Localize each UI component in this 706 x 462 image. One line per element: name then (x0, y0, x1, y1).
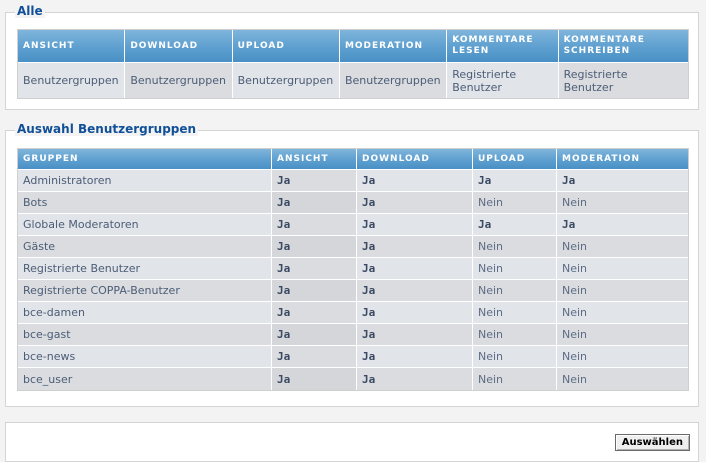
select-button[interactable]: Auswählen (614, 434, 690, 451)
permission-moderation: Nein (557, 236, 688, 258)
all-column-header: UPLOAD (232, 30, 340, 63)
all-column-header: KOMMENTARE LESEN (447, 30, 559, 63)
permission-moderation: Nein (557, 258, 688, 280)
all-column-header: ANSICHT (18, 30, 126, 63)
all-column-header: KOMMENTARE SCHREIBEN (558, 30, 688, 63)
groups-panel-legend: Auswahl Benutzergruppen (15, 122, 199, 136)
group-name: Registrierte COPPA-Benutzer (18, 280, 272, 302)
permission-upload: Nein (473, 346, 557, 368)
permission-upload: Nein (473, 368, 557, 390)
permission-download: Ja (357, 214, 473, 236)
permission-ansicht: Ja (272, 324, 357, 346)
permission-moderation: Ja (557, 170, 688, 192)
group-row: bce-news Ja Ja Nein Nein (18, 346, 688, 368)
permission-ansicht: Ja (272, 214, 357, 236)
permission-upload: Nein (473, 280, 557, 302)
all-header-row: ANSICHT DOWNLOAD UPLOAD MODERATION KOMMENTAR… (18, 30, 688, 63)
permission-download: Ja (357, 258, 473, 280)
permission-download: Ja (357, 280, 473, 302)
all-values-row: Benutzergruppen Benutzergruppen Benutzergr… (18, 63, 688, 98)
all-panel-legend: Alle (15, 4, 45, 18)
permission-ansicht: Ja (272, 302, 357, 324)
group-name: bce_user (18, 368, 272, 390)
all-permission-value: Benutzergruppen (18, 63, 126, 98)
all-permission-value: Registrierte Benutzer (447, 63, 559, 98)
all-permission-value: Registrierte Benutzer (558, 63, 688, 98)
group-name: Registrierte Benutzer (18, 258, 272, 280)
permission-moderation: Ja (557, 214, 688, 236)
groups-table-body: Administratoren Ja Ja Ja Ja Bots Ja Ja Nein Nein G… (18, 170, 688, 390)
permission-moderation: Nein (557, 302, 688, 324)
permission-download: Ja (357, 170, 473, 192)
action-panel (5, 422, 699, 462)
group-row: bce-damen Ja Ja Nein Nein (18, 302, 688, 324)
group-name: bce-damen (18, 302, 272, 324)
group-name: Globale Moderatoren (18, 214, 272, 236)
permission-download: Ja (357, 192, 473, 214)
all-column-header: DOWNLOAD (125, 30, 233, 63)
permission-download: Ja (357, 302, 473, 324)
all-permission-value: Benutzergruppen (339, 63, 448, 98)
permission-upload: Nein (473, 302, 557, 324)
permission-ansicht: Ja (272, 170, 357, 192)
groups-column-header: DOWNLOAD (357, 149, 473, 170)
group-row: Registrierte COPPA-Benutzer Ja Ja Nein Nein (18, 280, 688, 302)
group-name: Administratoren (18, 170, 272, 192)
all-column-header: MODERATION (339, 30, 448, 63)
permission-moderation: Nein (557, 368, 688, 390)
group-row: Globale Moderatoren Ja Ja Ja Ja (18, 214, 688, 236)
groups-header-row: GRUPPEN ANSICHT DOWNLOAD UPLOAD MODERATION (18, 149, 688, 170)
permission-moderation: Nein (557, 324, 688, 346)
permission-upload: Nein (473, 236, 557, 258)
group-row: bce_user Ja Ja Nein Nein (18, 368, 688, 390)
permission-upload: Nein (473, 258, 557, 280)
all-permission-value: Benutzergruppen (232, 63, 340, 98)
group-row: Gäste Ja Ja Nein Nein (18, 236, 688, 258)
permission-upload: Nein (473, 324, 557, 346)
all-permissions-panel: Alle ANSICHT DOWNLOAD UPLOAD MODERATION KOMM… (5, 4, 699, 110)
permission-moderation: Nein (557, 192, 688, 214)
permission-download: Ja (357, 236, 473, 258)
groups-column-header: UPLOAD (473, 149, 557, 170)
permission-ansicht: Ja (272, 258, 357, 280)
all-permission-value: Benutzergruppen (125, 63, 233, 98)
group-name: bce-gast (18, 324, 272, 346)
group-row: Bots Ja Ja Nein Nein (18, 192, 688, 214)
permission-ansicht: Ja (272, 236, 357, 258)
group-row: Administratoren Ja Ja Ja Ja (18, 170, 688, 192)
groups-column-header: GRUPPEN (18, 149, 272, 170)
group-row: bce-gast Ja Ja Nein Nein (18, 324, 688, 346)
group-permissions-table: GRUPPEN ANSICHT DOWNLOAD UPLOAD MODERATION A… (17, 148, 689, 391)
permission-download: Ja (357, 368, 473, 390)
groups-column-header: ANSICHT (272, 149, 357, 170)
group-row: Registrierte Benutzer Ja Ja Nein Nein (18, 258, 688, 280)
permission-download: Ja (357, 324, 473, 346)
permission-moderation: Nein (557, 280, 688, 302)
permission-ansicht: Ja (272, 346, 357, 368)
group-selection-panel: Auswahl Benutzergruppen GRUPPEN ANSICHT DO… (5, 122, 699, 407)
permission-upload: Nein (473, 192, 557, 214)
permission-ansicht: Ja (272, 192, 357, 214)
permission-upload: Ja (473, 170, 557, 192)
permission-ansicht: Ja (272, 368, 357, 390)
all-permissions-table: ANSICHT DOWNLOAD UPLOAD MODERATION KOMMENTAR… (17, 29, 689, 99)
groups-column-header: MODERATION (557, 149, 688, 170)
permission-download: Ja (357, 346, 473, 368)
permission-moderation: Nein (557, 346, 688, 368)
group-name: Gäste (18, 236, 272, 258)
permission-upload: Ja (473, 214, 557, 236)
permission-ansicht: Ja (272, 280, 357, 302)
group-name: bce-news (18, 346, 272, 368)
group-name: Bots (18, 192, 272, 214)
